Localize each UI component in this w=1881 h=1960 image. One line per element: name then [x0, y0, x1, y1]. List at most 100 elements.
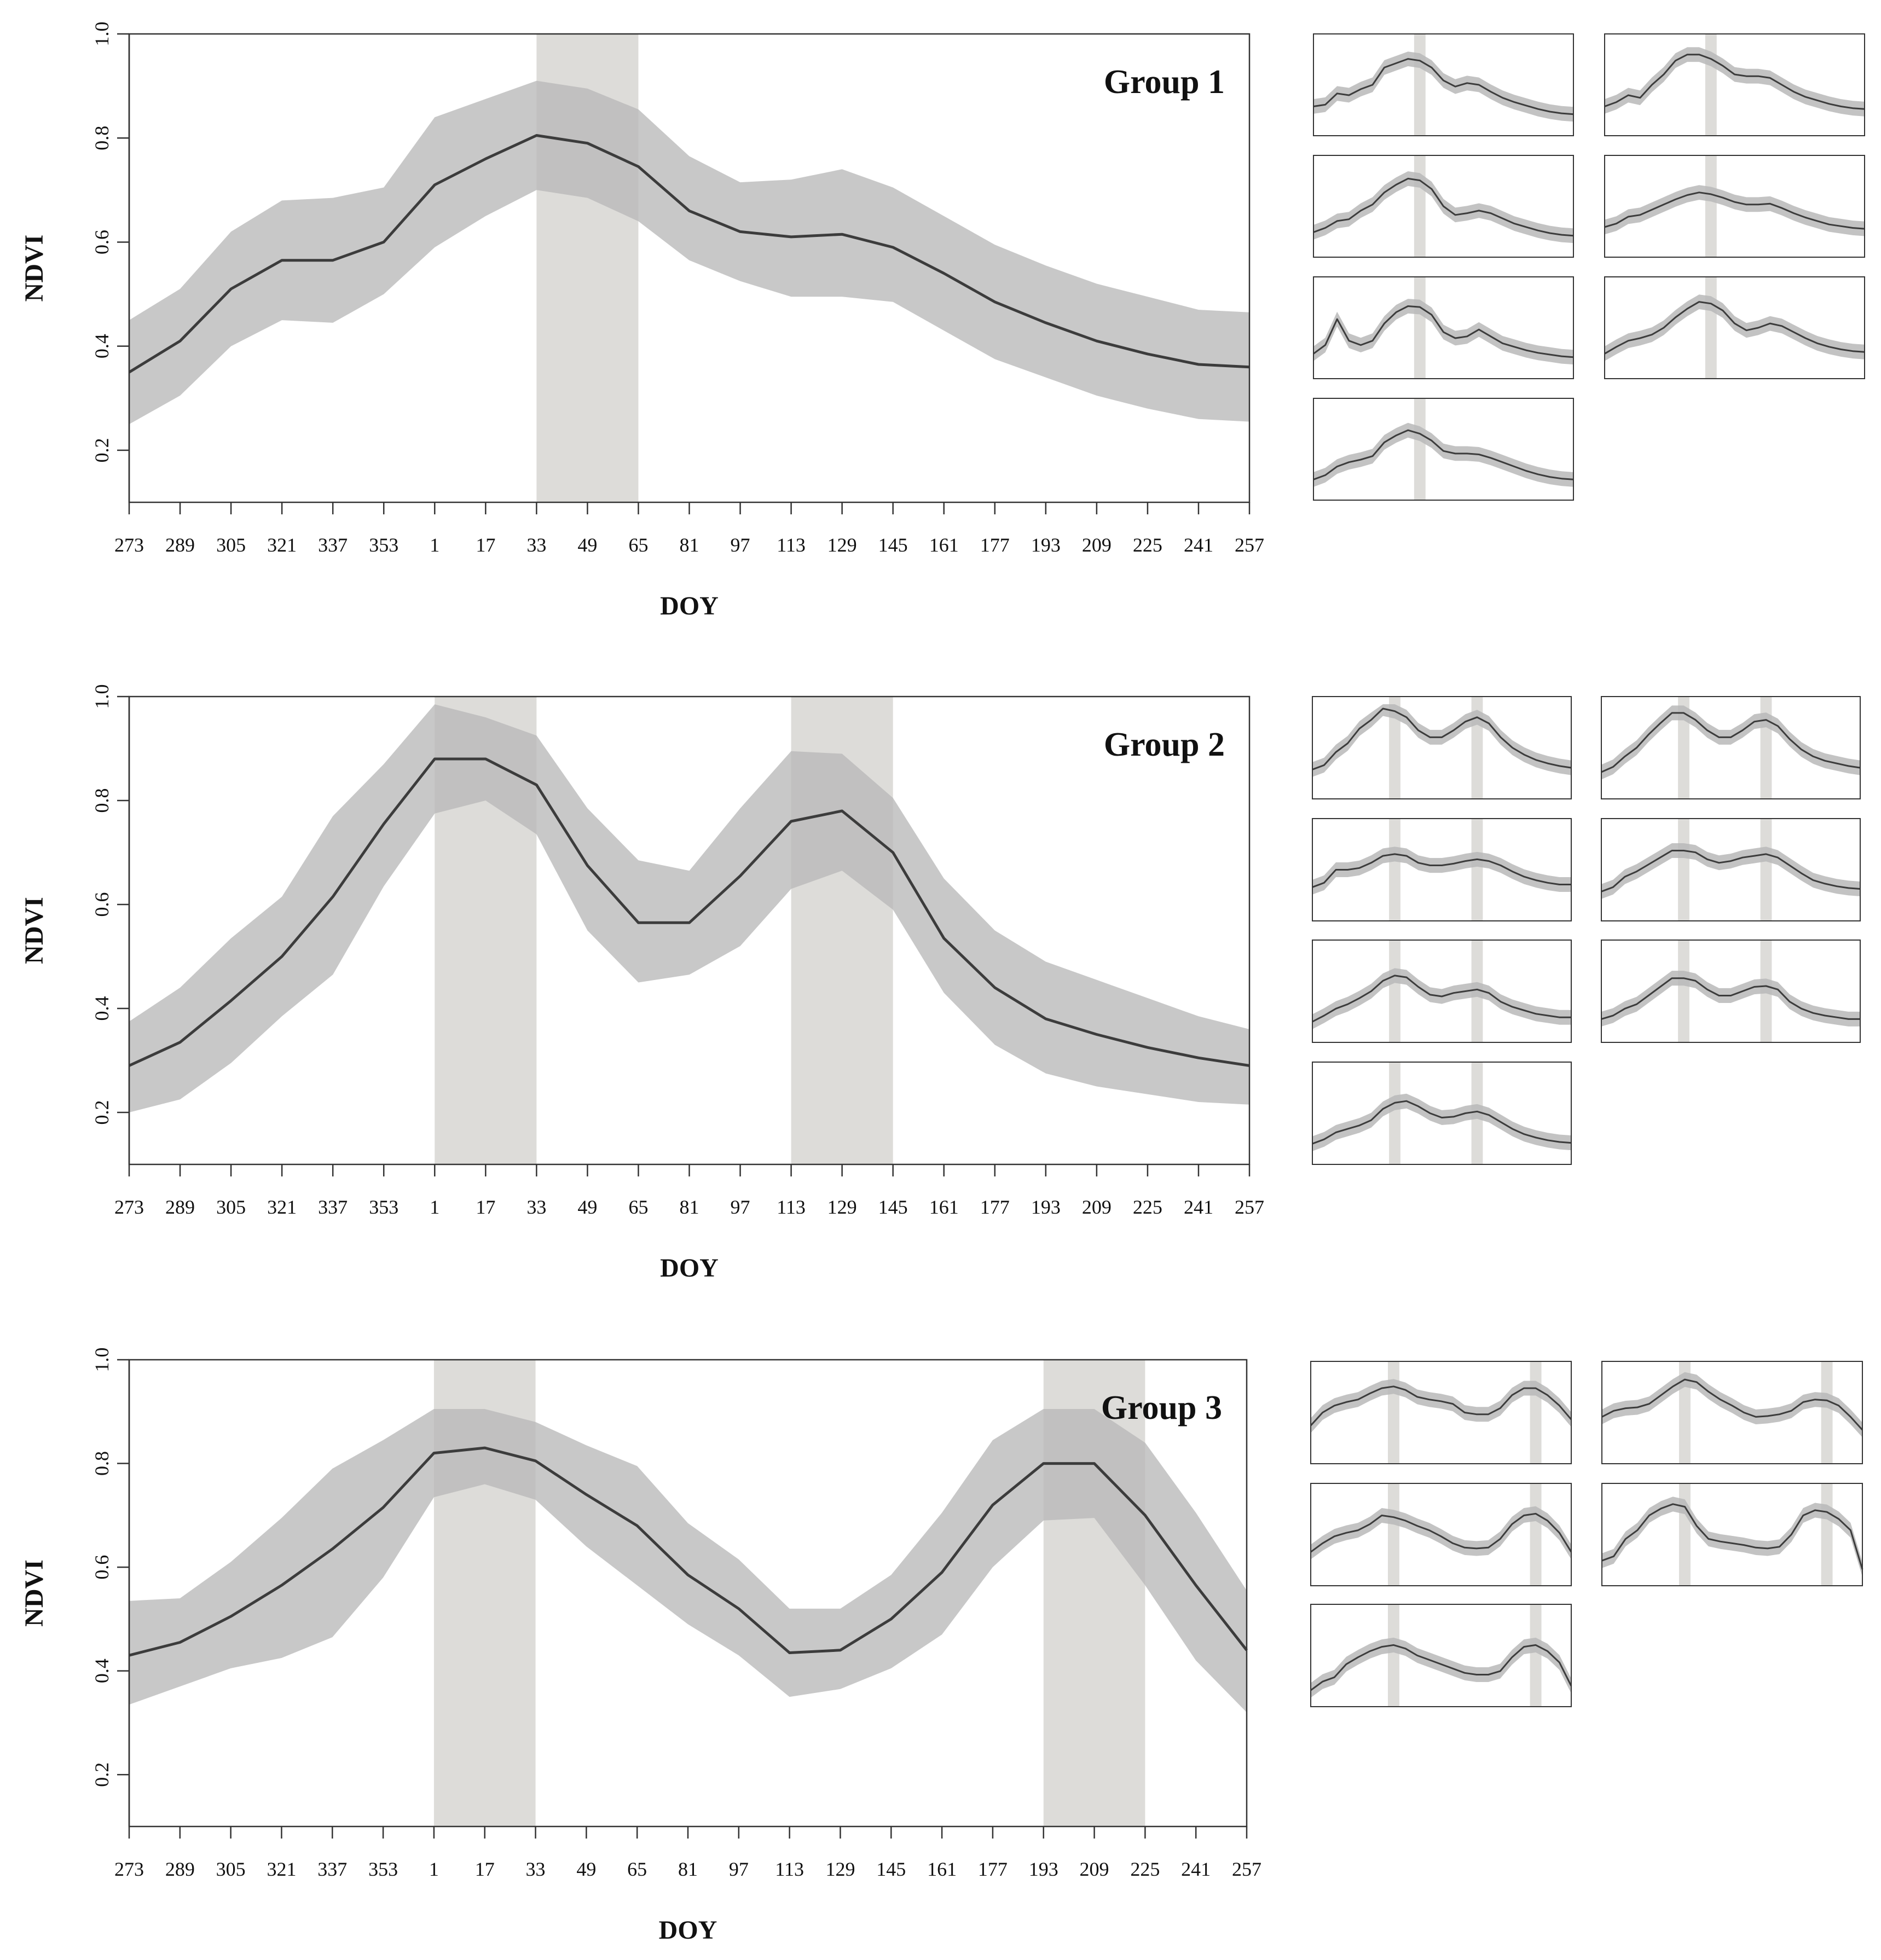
mini-panel-frame	[1604, 276, 1865, 379]
x-tick-label: 353	[369, 1196, 398, 1218]
x-tick-label: 113	[775, 1858, 804, 1880]
x-tick-label: 241	[1181, 1858, 1211, 1880]
group-3-mini-panel-4	[1601, 1483, 1863, 1586]
x-tick-label: 81	[680, 534, 699, 556]
x-tick-label: 273	[114, 1196, 144, 1218]
x-tick-label: 321	[267, 1196, 297, 1218]
mini-mean-ndvi-line	[1601, 850, 1861, 892]
x-tick-label: 81	[680, 1196, 699, 1218]
group-1-mean-ndvi-line	[128, 134, 1250, 374]
group-3-mean-ndvi-line	[129, 1446, 1248, 1657]
x-tick-label: 129	[827, 1196, 857, 1218]
mini-variability-band	[1311, 1379, 1571, 1433]
x-tick-label: 337	[318, 1196, 348, 1218]
mini-highlight-window	[1705, 34, 1717, 136]
x-tick-label: 289	[165, 1858, 195, 1880]
group-2-mini-panel-6	[1601, 940, 1861, 1043]
x-tick-label: 161	[927, 1858, 957, 1880]
mini-mean-ndvi-line	[1604, 54, 1865, 110]
x-tick-label: 257	[1235, 1196, 1264, 1218]
y-tick-label: 0.8	[91, 126, 113, 150]
group-1-mini-panel-2	[1604, 33, 1865, 136]
mini-panel-frame	[1601, 818, 1861, 921]
y-tick-label: 0.6	[91, 1555, 113, 1580]
mini-highlight-window	[1387, 1361, 1399, 1464]
group-1-mini-panel-4	[1604, 155, 1865, 258]
group-1-mini-panel-1	[1313, 33, 1574, 136]
mini-variability-band	[1602, 1497, 1862, 1577]
mini-highlight-window	[1760, 819, 1772, 921]
x-tick-label: 17	[476, 534, 495, 556]
x-tick-label: 177	[980, 534, 1010, 556]
group-3-y-axis: 0.2 0.4 0.6 0.8 1.0	[91, 1348, 130, 1826]
mini-mean-ndvi-line	[1312, 708, 1572, 770]
mini-variability-band	[1605, 185, 1865, 236]
x-tick-label: 305	[216, 1196, 246, 1218]
mini-panel-frame	[1312, 818, 1572, 921]
group-2-mini-panel-2	[1601, 696, 1861, 799]
x-tick-label: 225	[1130, 1858, 1160, 1880]
mini-panel-frame	[1310, 1483, 1572, 1586]
group-2-mini-panel-7	[1312, 1062, 1572, 1165]
x-tick-label: 49	[577, 534, 597, 556]
x-tick-label: 81	[678, 1858, 698, 1880]
mini-variability-band	[1311, 1637, 1571, 1698]
group-2-title: Group 2	[1104, 726, 1225, 763]
mini-panel-frame	[1604, 155, 1865, 258]
x-tick-label: 1	[429, 1858, 439, 1880]
mini-variability-band	[1601, 971, 1860, 1027]
mini-highlight-window	[1821, 1361, 1833, 1464]
mini-mean-ndvi-line	[1313, 429, 1574, 480]
mini-mean-ndvi-line	[1313, 177, 1574, 237]
x-tick-label: 177	[978, 1858, 1008, 1880]
x-tick-label: 65	[628, 1196, 648, 1218]
x-tick-label: 193	[1031, 534, 1061, 556]
y-tick-label: 0.6	[91, 230, 113, 254]
group-1-y-axis: 0.2 0.4 0.6 0.8 1.0	[91, 22, 130, 502]
mini-mean-ndvi-line	[1312, 853, 1571, 888]
mini-mean-ndvi-line	[1601, 977, 1860, 1020]
mini-highlight-window	[1471, 819, 1483, 921]
mini-highlight-window	[1414, 34, 1426, 136]
mini-highlight-window	[1389, 1062, 1400, 1164]
x-tick-label: 1	[430, 1196, 439, 1218]
mini-panel-frame	[1313, 276, 1574, 379]
x-tick-label: 33	[526, 534, 546, 556]
mini-highlight-window	[1387, 1604, 1399, 1707]
x-tick-label: 337	[317, 1858, 347, 1880]
mini-mean-ndvi-line	[1310, 1644, 1572, 1691]
x-tick-label: 177	[980, 1196, 1010, 1218]
y-tick-label: 0.2	[91, 438, 113, 462]
x-tick-label: 97	[729, 1858, 749, 1880]
group-2-y-axis: 0.2 0.4 0.6 0.8 1.0	[91, 685, 130, 1164]
x-tick-label: 337	[318, 534, 348, 556]
x-tick-label: 193	[1029, 1858, 1058, 1880]
x-tick-label: 65	[627, 1858, 647, 1880]
x-tick-label: 289	[165, 534, 195, 556]
x-tick-label: 113	[777, 1196, 806, 1218]
x-tick-label: 33	[526, 1858, 546, 1880]
group-2-variability-band	[129, 704, 1249, 1112]
mini-variability-band	[1605, 294, 1865, 361]
x-tick-label: 209	[1082, 534, 1112, 556]
group-1-mini-panel-7	[1313, 398, 1574, 501]
group-3-title: Group 3	[1101, 1389, 1222, 1426]
mini-highlight-window	[1705, 277, 1717, 379]
group-1-main-plot: Group 1 0.2 0.4 0.6 0.8 1.0 NDVI 273 289 305 321 33…	[20, 22, 1865, 621]
mini-highlight-window	[1760, 697, 1772, 799]
group-1-title: Group 1	[1104, 63, 1225, 101]
x-tick-label: 193	[1031, 1196, 1061, 1218]
x-tick-label: 129	[827, 534, 857, 556]
mini-variability-band	[1601, 843, 1860, 899]
group-3-y-axis-label: NDVI	[20, 1559, 49, 1627]
mini-variability-band	[1312, 1093, 1571, 1151]
group-1-x-axis-label: DOY	[660, 592, 719, 621]
mini-panel-frame	[1312, 1062, 1572, 1165]
mini-highlight-window	[1530, 1483, 1542, 1586]
mini-panel-frame	[1313, 33, 1574, 136]
x-tick-label: 353	[369, 534, 398, 556]
mini-panel-frame	[1601, 696, 1861, 799]
mini-variability-band	[1312, 968, 1571, 1029]
group-1-y-axis-label: NDVI	[20, 235, 49, 302]
x-tick-label: 321	[267, 534, 297, 556]
